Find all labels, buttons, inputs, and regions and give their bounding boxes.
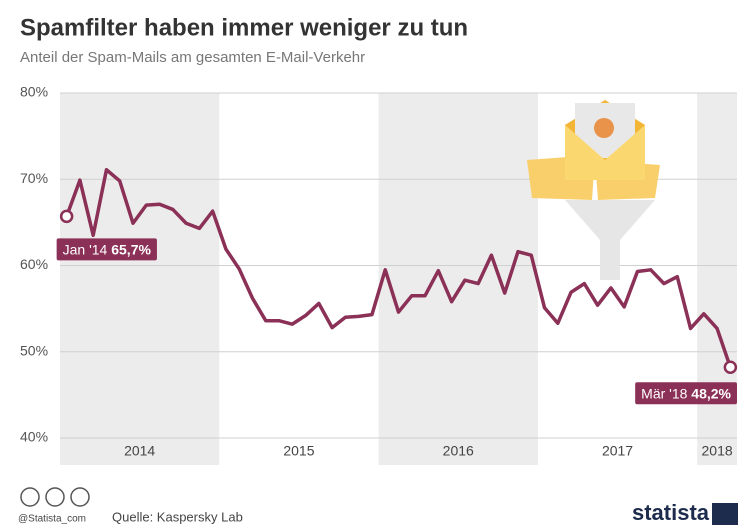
chart-title: Spamfilter haben immer weniger zu tun: [20, 14, 468, 41]
footer: @Statista_com Quelle: Kaspersky Lab stat…: [18, 487, 738, 525]
point-label: Mär '18: [641, 385, 687, 401]
label-box: [56, 238, 157, 261]
y-tick-label: 40%: [20, 429, 48, 445]
x-tick-label: 2015: [283, 443, 314, 459]
point-label: Jan '14: [63, 241, 108, 257]
question-icon: [594, 118, 614, 138]
envelope-front: [565, 125, 645, 180]
plot: 2014 2015 2016 2017 2018 40% 50% 60% 70% 80% Jan '…: [20, 84, 738, 459]
y-tick-label: 50%: [20, 342, 48, 358]
annotation-text: Jan '14 65,7%: [63, 241, 152, 257]
point-marker: [59, 209, 74, 224]
x-tick-label: 2014: [124, 443, 155, 459]
x-tick-label: 2016: [443, 443, 474, 459]
y-tick-label: 60%: [20, 256, 48, 272]
x-tick-label: 2018: [702, 443, 733, 459]
value-label: 65,7%: [111, 241, 151, 257]
year-band: [60, 93, 220, 465]
chart-subtitle: Anteil der Spam-Mails am gesamten E-Mail…: [20, 49, 365, 66]
x-tick-label: 2017: [602, 443, 633, 459]
year-band: [378, 93, 538, 465]
value-label: 48,2%: [691, 385, 731, 401]
cc-icon: [20, 487, 40, 507]
by-icon: [45, 487, 65, 507]
point-annotation: Mär '18 48,2%: [635, 382, 737, 405]
brand: statista: [632, 500, 710, 525]
year-band: [697, 93, 737, 465]
year-bands: [60, 92, 737, 465]
nd-icon: [70, 487, 90, 507]
point-marker: [723, 360, 738, 375]
y-tick-label: 80%: [20, 84, 48, 100]
data-line: [64, 168, 733, 368]
annotation-text: Mär '18 48,2%: [641, 385, 731, 401]
illustration: [527, 100, 660, 280]
y-tick-label: 70%: [20, 170, 48, 186]
label-box: [635, 382, 737, 405]
handle: @Statista_com: [18, 514, 86, 525]
point-annotation: Jan '14 65,7%: [56, 238, 157, 261]
brand-logo: [712, 503, 738, 525]
source: Quelle: Kaspersky Lab: [112, 509, 243, 524]
funnel: [565, 200, 655, 280]
